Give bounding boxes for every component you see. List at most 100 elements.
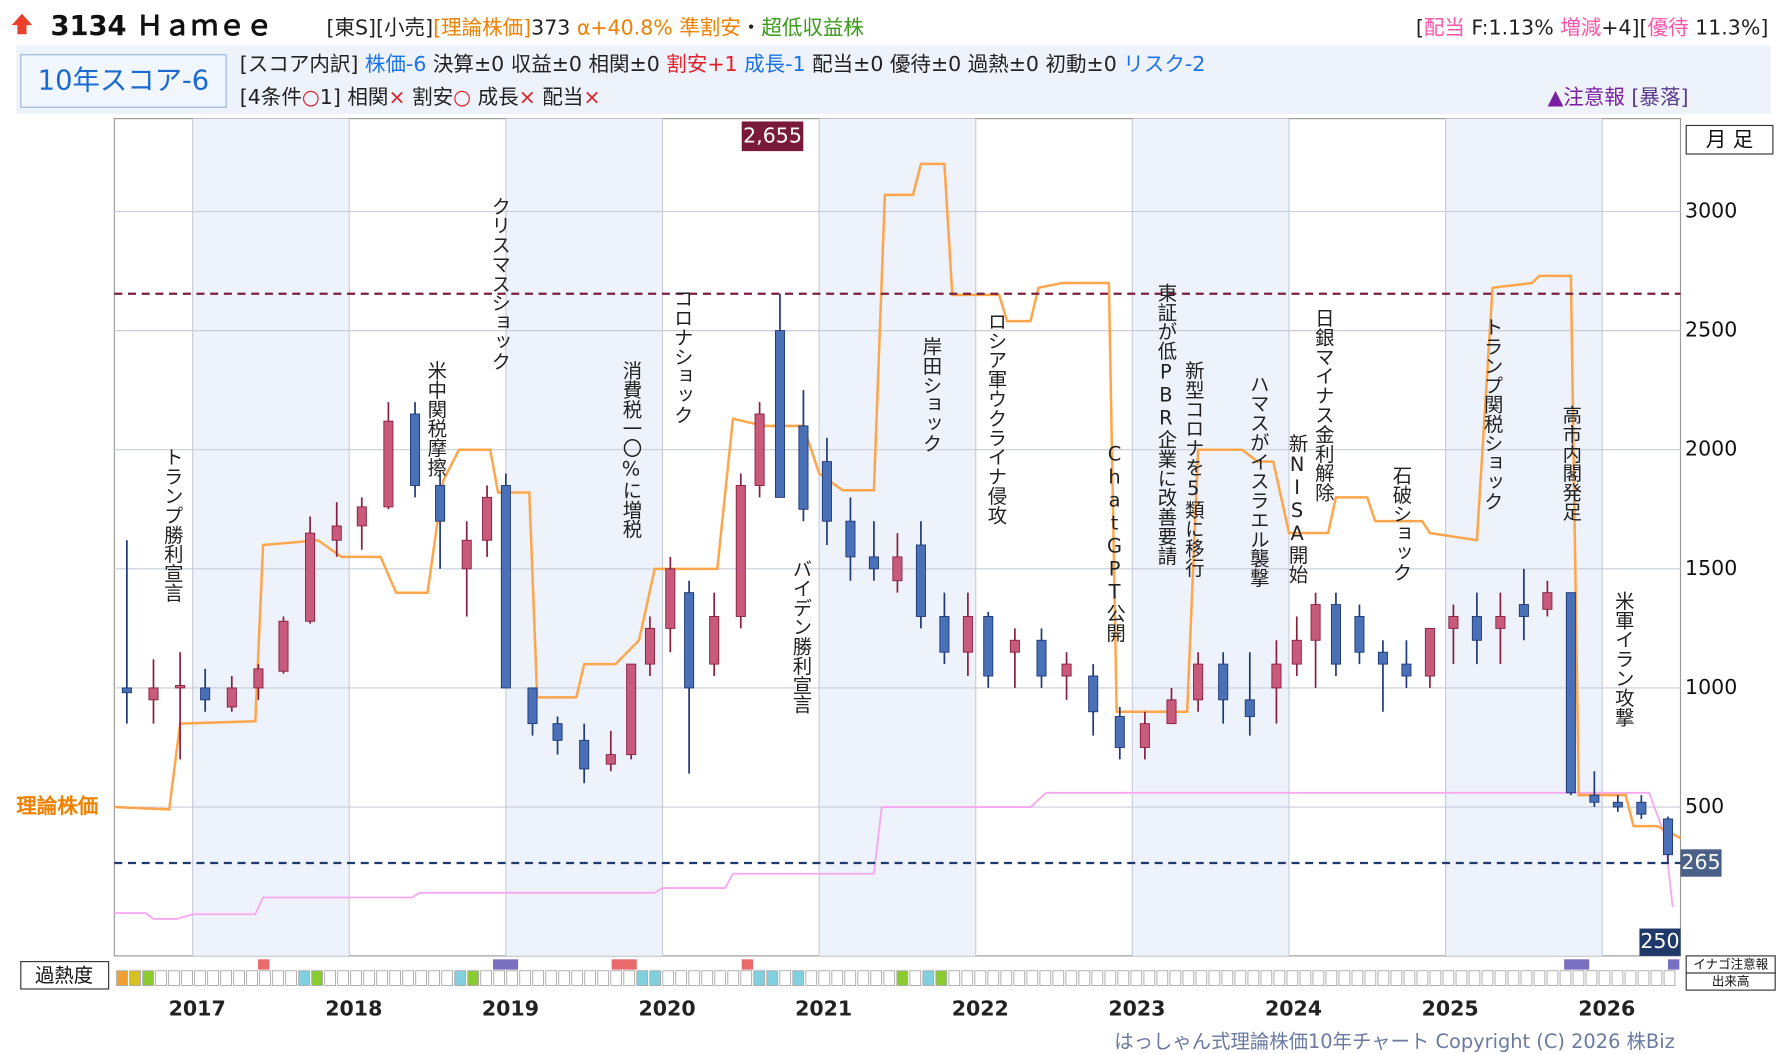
heat-cell: [1455, 970, 1468, 987]
heat-cell: [389, 970, 401, 987]
candle-body: [915, 544, 926, 617]
heat-cell: [922, 970, 935, 987]
heat-cell: [571, 970, 584, 987]
y-tick-label: 1000: [1685, 675, 1737, 699]
heat-cell: [701, 970, 714, 987]
heat-cell: [597, 970, 610, 987]
heat-cell: [1598, 970, 1611, 987]
x-tick-label: 2020: [638, 997, 695, 1021]
candle-body: [892, 556, 903, 582]
header-segment: ×: [583, 85, 600, 109]
heat-cell: [441, 970, 454, 987]
heat-cell: [324, 970, 336, 987]
candle-body: [1310, 604, 1321, 641]
heat-cell: [688, 970, 701, 987]
heat-cell: [909, 970, 922, 987]
heat-cell: [610, 970, 623, 987]
heat-cell: [636, 970, 649, 987]
heat-flag: [493, 959, 519, 970]
heat-flag: [1667, 959, 1680, 970]
header-segment: 373: [531, 16, 570, 40]
header-segment: [東S][小売]: [326, 16, 433, 40]
candle-body: [1139, 723, 1150, 748]
heat-label: 過熱度: [35, 964, 93, 987]
inago-label: イナゴ注意報: [1693, 957, 1768, 972]
candle-body: [644, 627, 655, 665]
header-segment: 増減: [1560, 16, 1601, 40]
heat-cell: [1000, 970, 1013, 987]
candle-body: [121, 687, 132, 694]
candle-body: [1495, 616, 1506, 629]
heat-cell: [948, 970, 961, 987]
candle-body: [821, 461, 832, 522]
header-segment: [: [1416, 16, 1424, 40]
heat-cell: [142, 970, 154, 987]
x-tick-label: 2022: [952, 997, 1009, 1021]
candle-body: [331, 525, 342, 541]
candle-body: [1565, 592, 1576, 794]
heat-flag: [611, 959, 637, 970]
header-segment: [スコア内訳]: [240, 52, 365, 76]
event-annotation: ハマスがイスラエル襲撃: [1247, 374, 1270, 587]
heat-cell: [220, 970, 232, 987]
x-tick-label: 2023: [1108, 997, 1165, 1021]
header-segment: F:1.13%: [1465, 16, 1560, 40]
heat-cell: [974, 970, 987, 987]
heat-cell: [1442, 970, 1455, 987]
header-segment: 1] 相関: [320, 85, 389, 109]
heat-flag: [741, 959, 754, 970]
heat-cell: [285, 970, 297, 987]
heat-cell: [233, 970, 245, 987]
heat-cell: [1026, 970, 1039, 987]
heat-cell: [584, 970, 597, 987]
y-tick-label: 1500: [1685, 556, 1737, 580]
heat-cell: [259, 970, 271, 987]
heat-cell: [350, 970, 362, 987]
heat-cell: [155, 970, 167, 987]
title: 3134 Ｈａｍｅｅ: [50, 11, 272, 42]
heat-cell: [792, 970, 805, 987]
heat-cell: [1650, 970, 1663, 987]
candle-body: [1448, 616, 1459, 629]
candle-body: [356, 506, 367, 527]
heat-cell: [1247, 970, 1260, 987]
candle-body: [1424, 627, 1435, 677]
header-segment: ○: [453, 85, 471, 109]
heat-cell: [623, 970, 636, 987]
candle-body: [868, 556, 879, 570]
event-annotation: 高市内閣発足: [1559, 405, 1582, 521]
year-band: [192, 118, 350, 956]
heat-cell: [649, 970, 662, 987]
header-segment: 株価-6: [365, 52, 433, 76]
candle-body: [1114, 716, 1125, 748]
header-segment: 配当: [1424, 16, 1465, 40]
candle-body: [1061, 663, 1072, 677]
heat-cell: [298, 970, 310, 987]
y-tick-label: 3000: [1685, 199, 1737, 223]
heat-cell: [1325, 970, 1338, 987]
candle-body: [278, 620, 289, 672]
heat-cell: [1611, 970, 1624, 987]
header-segment: α+40.8%: [570, 16, 672, 40]
heat-cell: [662, 970, 675, 987]
candle-body: [939, 616, 950, 653]
x-tick-label: 2021: [795, 997, 852, 1021]
heat-cell: [1637, 970, 1650, 987]
candle-body: [1291, 639, 1302, 665]
heat-cell: [246, 970, 258, 987]
candle-body: [665, 568, 676, 629]
candle-body: [1589, 794, 1600, 803]
heat-box: [20, 961, 110, 990]
heat-cell: [1130, 970, 1143, 987]
heat-cell: [1351, 970, 1364, 987]
heat-cell: [519, 970, 532, 987]
score-breakdown: [スコア内訳] 株価-6 決算±0 収益±0 相関±0 割安+1 成長-1 配当…: [240, 52, 1206, 76]
heat-cell: [1117, 970, 1130, 987]
header-left: [東S][小売][理論株価]373 α+40.8% 準割安・超低収益株: [326, 16, 864, 40]
heat-cell: [1559, 970, 1572, 987]
heat-cell: [402, 970, 414, 987]
heat-cell: [987, 970, 1000, 987]
heat-cell: [1091, 970, 1104, 987]
score-box: [20, 54, 227, 108]
heat-cell: [1663, 970, 1676, 987]
